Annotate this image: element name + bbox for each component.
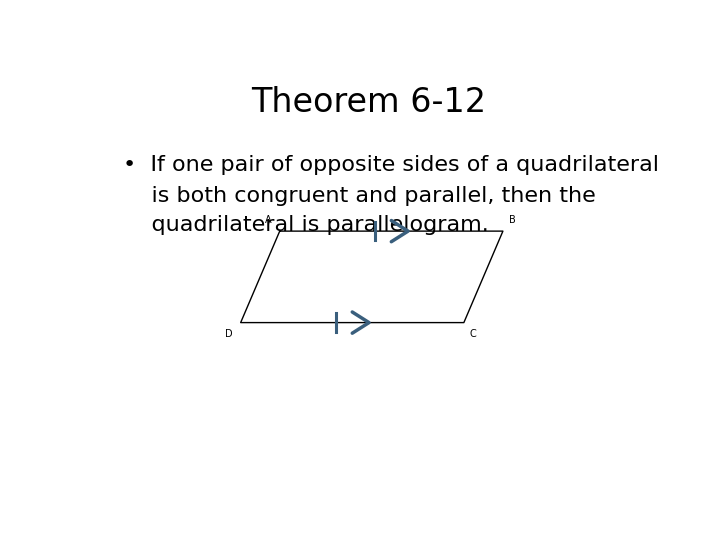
Text: Theorem 6-12: Theorem 6-12 <box>251 86 487 119</box>
Text: B: B <box>508 215 516 225</box>
Text: quadrilateral is parallelogram.: quadrilateral is parallelogram. <box>124 215 489 235</box>
Text: D: D <box>225 329 233 339</box>
Text: C: C <box>469 329 476 339</box>
Text: A: A <box>265 215 271 225</box>
Text: •  If one pair of opposite sides of a quadrilateral: • If one pair of opposite sides of a qua… <box>124 154 660 174</box>
Text: is both congruent and parallel, then the: is both congruent and parallel, then the <box>124 186 596 206</box>
